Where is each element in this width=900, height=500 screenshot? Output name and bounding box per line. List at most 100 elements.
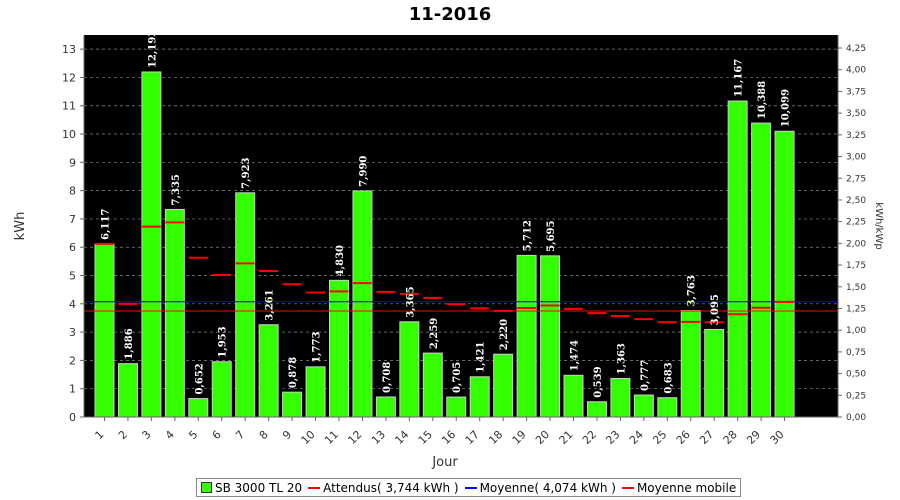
bar: [704, 328, 725, 418]
bar-value-label: 3,763: [687, 275, 698, 306]
x-tick-label: 5: [186, 428, 200, 442]
y2-tick-label: 0,25: [846, 391, 866, 401]
y2-tick-label: 2,00: [846, 239, 866, 249]
bar-value-label: 1,953: [218, 326, 229, 357]
x-tick-label: 2: [116, 428, 130, 442]
y-tick-label: 12: [62, 71, 76, 84]
bar: [329, 279, 349, 418]
x-tick-label: 30: [768, 428, 787, 447]
bar: [211, 361, 232, 418]
bar: [751, 122, 772, 418]
bar-value-label: 3,261: [265, 289, 276, 320]
x-tick-label: 6: [210, 428, 224, 442]
y-tick-label: 6: [69, 241, 76, 254]
bar-value-label: 1,421: [476, 341, 487, 372]
bar: [258, 324, 279, 418]
y2-tick-label: 4,00: [846, 66, 866, 76]
bar-value-label: 3,365: [405, 286, 416, 317]
bar: [774, 130, 795, 418]
y-tick-label: 8: [69, 185, 76, 198]
x-tick-label: 27: [697, 428, 716, 447]
bar: [164, 208, 185, 418]
y-tick-label: 0: [69, 411, 76, 424]
y2-tick-label: 3,50: [846, 109, 866, 119]
bar: [680, 310, 701, 418]
y2-tick-label: 2,25: [846, 218, 866, 228]
bar-value-label: 12,193: [147, 30, 158, 68]
x-tick-label: 25: [650, 428, 669, 447]
bar: [586, 401, 607, 418]
bar: [727, 100, 748, 418]
x-tick-label: 20: [533, 428, 552, 447]
y2-tick-label: 4,25: [846, 44, 866, 54]
legend-swatch-attendus: [308, 486, 321, 489]
bar: [141, 71, 162, 418]
bar-value-label: 10,099: [781, 89, 792, 127]
x-tick-label: 14: [392, 428, 411, 447]
x-tick-label: 17: [463, 428, 482, 447]
bar-value-label: 2,220: [499, 319, 510, 350]
bar: [399, 321, 420, 418]
bar: [610, 377, 631, 418]
y2-tick-label: 0,75: [846, 348, 866, 358]
bar-value-label: 11,167: [734, 59, 745, 97]
bar-value-label: 2,259: [429, 318, 440, 349]
x-tick-label: 9: [280, 428, 294, 442]
y-tick-label: 10: [62, 128, 76, 141]
bar-value-label: 4,830: [335, 245, 346, 276]
y-tick-label: 2: [69, 354, 76, 367]
bar: [94, 243, 115, 418]
x-tick-label: 10: [299, 428, 318, 447]
y-tick-label: 11: [62, 100, 76, 113]
legend-swatch-moyenne: [464, 486, 477, 489]
bar: [516, 254, 537, 418]
bar-value-label: 1,474: [570, 340, 581, 371]
x-tick-label: 11: [322, 428, 341, 447]
bar-value-label: 5,712: [523, 220, 534, 251]
bar: [563, 374, 584, 418]
x-tick-label: 26: [674, 428, 693, 447]
y-tick-label: 4: [69, 298, 76, 311]
legend-item-moyenne: Moyenne( 4,074 kWh ): [464, 480, 616, 495]
y2-tick-label: 2,50: [846, 196, 866, 206]
y-tick-label: 13: [62, 43, 76, 56]
legend-label-moyenne: Moyenne( 4,074 kWh ): [479, 480, 616, 495]
x-tick-label: 18: [486, 428, 505, 447]
bar-value-label: 0,878: [288, 357, 299, 388]
y2-tick-label: 1,25: [846, 304, 866, 314]
bar-value-label: 5,695: [546, 220, 557, 251]
x-tick-label: 8: [257, 428, 271, 442]
bar-value-label: 1,363: [616, 343, 627, 374]
y-axis-label: kWh: [13, 212, 28, 241]
bar-value-label: 3,095: [710, 294, 721, 325]
bar-value-label: 7,923: [241, 157, 252, 188]
bar: [305, 366, 326, 418]
bar-value-label: 0,708: [382, 362, 393, 393]
bar: [633, 394, 654, 418]
y2-tick-label: 3,75: [846, 87, 866, 97]
legend: SB 3000 TL 20 Attendus( 3,744 kWh ) Moye…: [196, 478, 742, 497]
x-tick-label: 13: [369, 428, 388, 447]
x-tick-label: 7: [233, 428, 247, 442]
y-tick-label: 7: [69, 213, 76, 226]
y2-tick-label: 1,00: [846, 326, 866, 336]
legend-label-moyenne-mobile: Moyenne mobile: [636, 480, 737, 495]
x-tick-label: 28: [721, 428, 740, 447]
x-tick-label: 3: [139, 428, 153, 442]
y2-tick-label: 1,75: [846, 261, 866, 271]
legend-label-attendus: Attendus( 3,744 kWh ): [323, 480, 459, 495]
legend-label-production: SB 3000 TL 20: [215, 480, 303, 495]
bar: [235, 192, 256, 418]
y2-tick-label: 3,25: [846, 131, 866, 141]
bar: [375, 396, 396, 418]
x-axis: 1 2 3 4 5 6 7 8 9 10 11 12 13 14 15 16 17 18 19 20 21 22 23 24 2…: [84, 416, 838, 447]
x-tick-label: 24: [627, 428, 646, 447]
plot-area: [84, 35, 838, 417]
x-tick-label: 21: [557, 428, 576, 447]
legend-item-production: SB 3000 TL 20: [201, 481, 302, 495]
x-axis-label: Jour: [431, 455, 458, 470]
y-tick-label: 1: [69, 383, 76, 396]
bar: [117, 363, 138, 418]
bar-value-label: 10,388: [757, 81, 768, 119]
